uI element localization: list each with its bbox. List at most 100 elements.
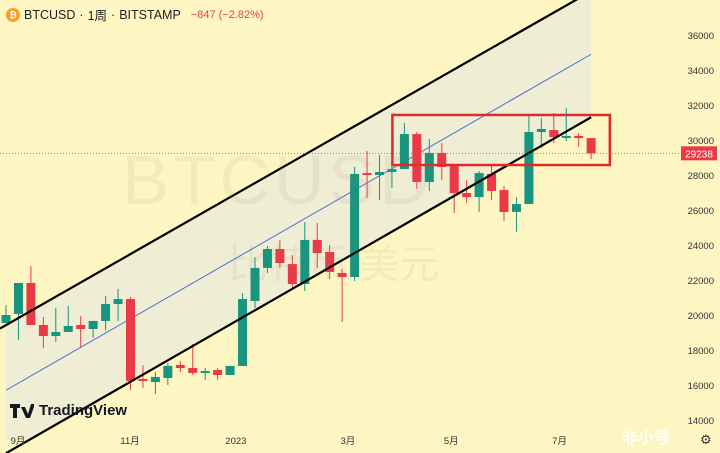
candle bbox=[262, 246, 272, 273]
candle bbox=[26, 266, 36, 325]
candle-body bbox=[586, 138, 596, 154]
candle-body bbox=[250, 267, 260, 301]
price-axis bbox=[680, 0, 720, 453]
corner-logo: 非小号 bbox=[622, 430, 671, 447]
candle-body bbox=[561, 135, 571, 139]
candle bbox=[38, 316, 48, 349]
tradingview-label: TradingView bbox=[39, 402, 128, 419]
y-tick-label: 28000 bbox=[688, 171, 714, 182]
candle-body bbox=[536, 128, 546, 132]
settings-icon[interactable]: ⚙ bbox=[700, 432, 712, 447]
candle bbox=[51, 308, 61, 342]
candle-body bbox=[101, 303, 111, 321]
candle-body bbox=[499, 190, 509, 212]
candle-body bbox=[88, 320, 98, 329]
y-tick-label: 30000 bbox=[688, 136, 714, 147]
candle bbox=[462, 180, 472, 203]
x-tick-label: 2023 bbox=[225, 436, 246, 447]
candle bbox=[499, 186, 509, 222]
candle bbox=[350, 166, 360, 282]
candle bbox=[287, 254, 297, 289]
candle bbox=[225, 365, 235, 376]
candle-body bbox=[462, 193, 472, 198]
candle bbox=[412, 131, 422, 189]
candle bbox=[487, 166, 497, 201]
candle-body bbox=[399, 134, 409, 170]
tradingview-icon bbox=[10, 403, 34, 418]
candle-body bbox=[350, 173, 360, 278]
candle bbox=[437, 142, 447, 181]
y-tick-label: 16000 bbox=[688, 381, 714, 392]
bitcoin-icon: ₿ bbox=[6, 7, 20, 22]
candle bbox=[250, 257, 260, 308]
y-tick-label: 36000 bbox=[688, 31, 714, 42]
channel-upper-line bbox=[0, 0, 579, 330]
candle bbox=[375, 155, 384, 201]
candle-body bbox=[312, 239, 322, 254]
candle-body bbox=[387, 169, 397, 173]
candle-body bbox=[38, 324, 48, 336]
candle bbox=[300, 222, 310, 292]
candle bbox=[213, 368, 223, 380]
x-tick-label: 11月 bbox=[120, 436, 139, 447]
exchange: BITSTAMP bbox=[119, 7, 181, 22]
y-tick-label: 24000 bbox=[688, 241, 714, 252]
candle bbox=[175, 361, 185, 373]
candle-body bbox=[424, 152, 434, 182]
y-tick-label: 32000 bbox=[688, 101, 714, 112]
tradingview-logo[interactable]: TradingView bbox=[10, 402, 127, 419]
candle bbox=[449, 166, 459, 213]
channel-fill bbox=[6, 0, 592, 453]
separator: · bbox=[111, 7, 116, 22]
y-tick-label: 22000 bbox=[688, 276, 714, 287]
candle bbox=[399, 123, 409, 170]
y-tick-label: 34000 bbox=[688, 66, 714, 77]
x-tick-label: 5月 bbox=[444, 436, 459, 447]
candle-body bbox=[375, 172, 384, 175]
candle bbox=[574, 133, 584, 147]
candle-body bbox=[524, 131, 534, 205]
candle-body bbox=[163, 365, 173, 378]
symbol: BTCUSD bbox=[24, 7, 76, 22]
candle bbox=[101, 295, 111, 331]
candle-body bbox=[449, 166, 459, 194]
candle-body bbox=[487, 173, 497, 191]
candle bbox=[474, 170, 484, 212]
candle bbox=[536, 117, 546, 149]
candle bbox=[362, 151, 372, 198]
candle-body bbox=[549, 130, 559, 138]
candle bbox=[113, 288, 123, 321]
time-axis bbox=[0, 440, 720, 453]
separator: · bbox=[79, 7, 84, 22]
candle-body bbox=[213, 369, 223, 376]
candle bbox=[561, 107, 571, 142]
x-tick-label: 7月 bbox=[552, 436, 567, 447]
candle-body bbox=[1, 315, 11, 324]
price-change: −847 (−2.82%) bbox=[190, 8, 264, 21]
candle-body bbox=[574, 135, 584, 139]
y-tick-label: 18000 bbox=[688, 346, 714, 357]
last-price-badge bbox=[681, 146, 717, 161]
candle bbox=[325, 245, 335, 279]
last-price-label: 29238 bbox=[685, 149, 713, 160]
candle-body bbox=[437, 152, 447, 167]
candle-body bbox=[325, 252, 335, 272]
candle bbox=[163, 362, 173, 385]
candle bbox=[524, 114, 534, 205]
candle-body bbox=[175, 365, 185, 369]
candle-body bbox=[362, 173, 372, 175]
candle-body bbox=[262, 249, 272, 268]
channel-midline bbox=[5, 53, 592, 391]
candle-body bbox=[412, 134, 422, 182]
candle bbox=[63, 306, 73, 332]
channel-lower-line bbox=[5, 116, 592, 453]
candle-body bbox=[300, 239, 310, 285]
candle-body bbox=[13, 282, 23, 314]
symbol-header[interactable]: ₿ BTCUSD · 1周 · BITSTAMP −847 (−2.82%) bbox=[6, 5, 264, 24]
candle bbox=[150, 372, 160, 394]
y-tick-label: 20000 bbox=[688, 311, 714, 322]
highlight-box bbox=[391, 113, 612, 167]
candle bbox=[586, 138, 596, 160]
y-tick-label: 26000 bbox=[688, 206, 714, 217]
